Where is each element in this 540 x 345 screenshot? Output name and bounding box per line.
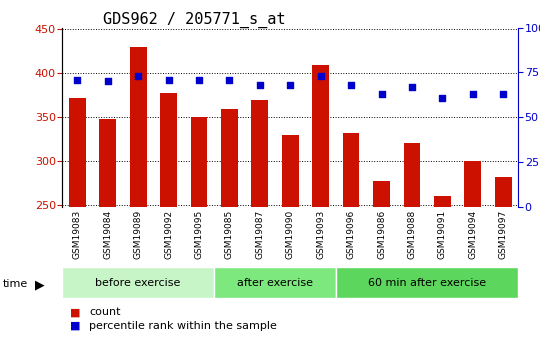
Text: ▶: ▶ — [35, 278, 45, 292]
Bar — [69, 98, 86, 207]
Bar — [434, 196, 451, 207]
Text: after exercise: after exercise — [237, 278, 313, 288]
Point — [286, 82, 295, 88]
Bar — [495, 177, 511, 207]
Point — [73, 77, 82, 82]
Bar — [99, 119, 116, 207]
Bar — [403, 143, 420, 207]
Bar — [191, 117, 207, 207]
Bar — [221, 109, 238, 207]
Bar — [130, 47, 146, 207]
Bar — [252, 100, 268, 207]
Text: ■: ■ — [70, 321, 80, 331]
Point — [438, 95, 447, 100]
Point — [499, 91, 508, 97]
Text: before exercise: before exercise — [96, 278, 181, 288]
Bar — [214, 267, 336, 298]
Text: 60 min after exercise: 60 min after exercise — [368, 278, 486, 288]
Bar — [312, 65, 329, 207]
Text: ■: ■ — [70, 307, 80, 317]
Point — [377, 91, 386, 97]
Text: count: count — [89, 307, 120, 317]
Point — [134, 73, 143, 79]
Bar — [160, 93, 177, 207]
Bar — [336, 267, 518, 298]
Text: percentile rank within the sample: percentile rank within the sample — [89, 321, 277, 331]
Point — [104, 79, 112, 84]
Bar — [373, 181, 390, 207]
Bar — [62, 267, 214, 298]
Point — [255, 82, 264, 88]
Point — [408, 84, 416, 90]
Point — [164, 77, 173, 82]
Bar — [464, 161, 481, 207]
Text: time: time — [3, 279, 28, 288]
Bar — [282, 135, 299, 207]
Point — [347, 82, 355, 88]
Point — [316, 73, 325, 79]
Bar — [343, 133, 360, 207]
Point — [468, 91, 477, 97]
Point — [195, 77, 204, 82]
Text: GDS962 / 205771_s_at: GDS962 / 205771_s_at — [103, 12, 286, 28]
Point — [225, 77, 234, 82]
